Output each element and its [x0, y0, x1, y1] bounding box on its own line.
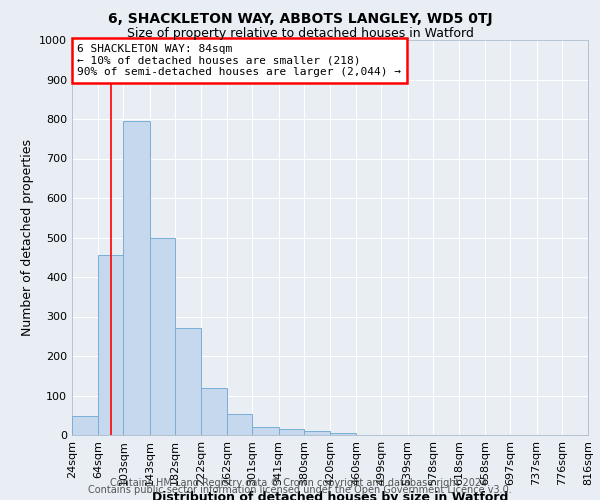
Bar: [201, 388, 227, 435]
Text: Contains public sector information licensed under the Open Government Licence v3: Contains public sector information licen…: [88, 485, 512, 495]
Text: Contains HM Land Registry data © Crown copyright and database right 2024.: Contains HM Land Registry data © Crown c…: [110, 478, 490, 488]
Text: 6, SHACKLETON WAY, ABBOTS LANGLEY, WD5 0TJ: 6, SHACKLETON WAY, ABBOTS LANGLEY, WD5 0…: [107, 12, 493, 26]
Bar: [253, 427, 278, 435]
X-axis label: Distribution of detached houses by size in Watford: Distribution of detached houses by size …: [152, 490, 508, 500]
Bar: [72, 416, 98, 435]
Text: Size of property relative to detached houses in Watford: Size of property relative to detached ho…: [127, 28, 473, 40]
Text: 6 SHACKLETON WAY: 84sqm
← 10% of detached houses are smaller (218)
90% of semi-d: 6 SHACKLETON WAY: 84sqm ← 10% of detache…: [77, 44, 401, 77]
Bar: [175, 328, 201, 435]
Bar: [330, 433, 356, 435]
Bar: [227, 414, 253, 435]
Y-axis label: Number of detached properties: Number of detached properties: [20, 139, 34, 336]
Bar: [124, 121, 149, 435]
Bar: [304, 431, 330, 435]
Bar: [278, 429, 304, 435]
Bar: [98, 256, 124, 435]
Bar: [149, 238, 175, 435]
